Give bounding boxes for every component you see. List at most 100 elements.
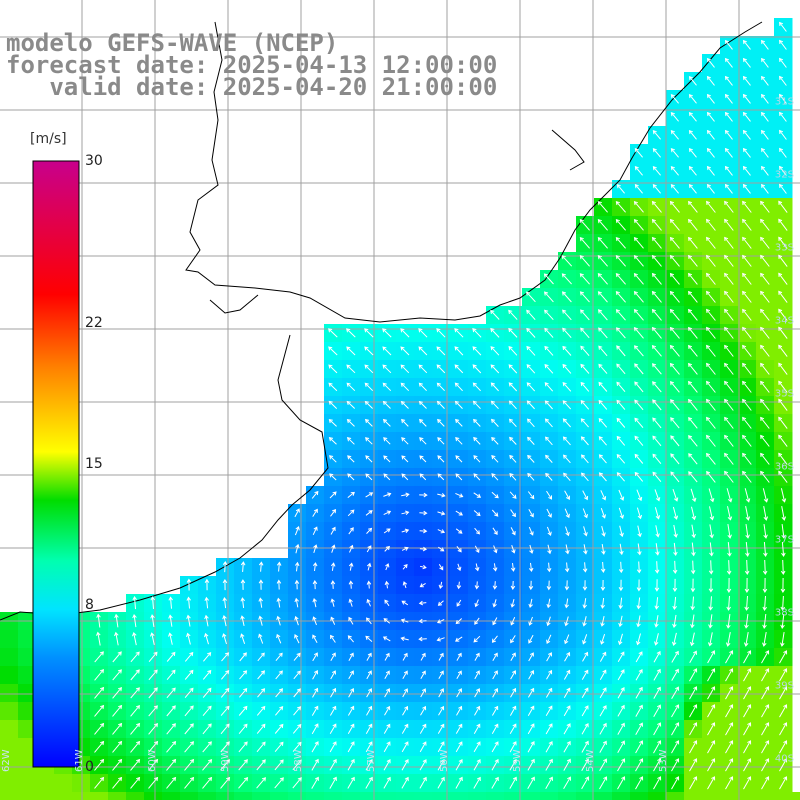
wind-arrow [706,452,716,465]
wind-arrow [222,614,227,627]
wind-arrow [455,723,463,734]
wind-arrow [166,651,176,662]
wind-arrow [474,688,480,698]
wind-arrow [94,704,105,717]
wind-arrow [707,668,716,682]
longitude-label: 60W [147,749,158,772]
wind-arrow [148,705,158,717]
wind-arrow [637,525,642,538]
wind-arrow [402,705,409,716]
wind-arrow [724,39,733,50]
wind-arrow [635,722,643,736]
wind-arrow [240,633,246,644]
ocean-cell [738,792,757,800]
wind-arrow [256,723,266,734]
wind-arrow [598,472,607,482]
wind-arrow [742,236,752,249]
wind-arrow [184,758,195,771]
wind-arrow [148,669,158,681]
wind-arrow [202,687,212,698]
latitude-label: 36S [774,461,794,473]
ocean-cell [450,792,469,800]
wind-arrow [724,183,733,194]
wind-arrow [329,758,337,771]
longitude-label: 61W [74,749,85,772]
wind-arrow [312,562,318,572]
wind-arrow [671,668,679,681]
wind-arrow [256,705,266,716]
wind-arrow [256,759,266,771]
wind-arrow [545,472,553,481]
wind-arrow [456,652,462,661]
wind-arrow [546,598,551,609]
wind-arrow [745,524,750,539]
wind-arrow [509,473,517,481]
wind-arrow [276,561,282,572]
wind-arrow [510,563,516,572]
wind-arrow [256,741,266,753]
wind-arrow [778,290,788,303]
wind-arrow [616,435,626,446]
wind-arrow [617,669,625,681]
wind-arrow [651,344,662,357]
wind-arrow [742,416,752,429]
wind-arrow [671,650,679,663]
wind-arrow [472,346,482,356]
wind-arrow [132,613,137,628]
wind-arrow [437,529,446,534]
wind-arrow [543,273,554,285]
wind-arrow [706,416,716,429]
wind-arrow [510,580,516,590]
wind-arrow [492,652,498,661]
wind-arrow [472,364,482,374]
wind-arrow [510,670,516,680]
wind-arrow [633,326,644,339]
colorbar-gradient [32,160,80,768]
wind-arrow [761,93,769,104]
ocean-cell [360,792,379,800]
wind-arrow [366,562,372,571]
wind-arrow [724,362,734,375]
wind-arrow [456,705,463,716]
wind-arrow [527,705,535,716]
wind-arrow [385,563,390,571]
wind-arrow [706,75,715,86]
wind-arrow [384,652,390,661]
wind-arrow [527,758,535,771]
wind-arrow [651,200,662,213]
ocean-cell [0,756,19,775]
wind-arrow [581,705,589,717]
wind-arrow [384,670,390,680]
wind-arrow [779,93,787,104]
wind-arrow [652,399,662,411]
wind-arrow [509,705,517,716]
wind-arrow [184,651,194,662]
wind-arrow [654,615,659,628]
wind-arrow [509,436,517,445]
wind-arrow [652,453,662,465]
wind-arrow [419,510,428,516]
wind-arrow [293,706,302,716]
wind-arrow [580,363,590,374]
wind-arrow [238,741,248,753]
wind-arrow [346,328,356,338]
wind-arrow [724,398,734,411]
wind-arrow [688,218,698,231]
wind-arrow [202,669,212,680]
wind-arrow [294,634,300,644]
wind-arrow [760,218,770,231]
wind-arrow [544,382,554,392]
wind-arrow [402,688,408,698]
wind-arrow [312,687,319,698]
wind-arrow [472,382,481,392]
wind-arrow [346,437,355,445]
wind-arrow [94,776,105,789]
ocean-cell [18,648,37,667]
wind-arrow [473,759,481,771]
wind-arrow [618,507,624,519]
wind-arrow [94,686,105,699]
wind-arrow [779,75,787,86]
wind-arrow [364,346,374,356]
wind-arrow [204,614,209,627]
